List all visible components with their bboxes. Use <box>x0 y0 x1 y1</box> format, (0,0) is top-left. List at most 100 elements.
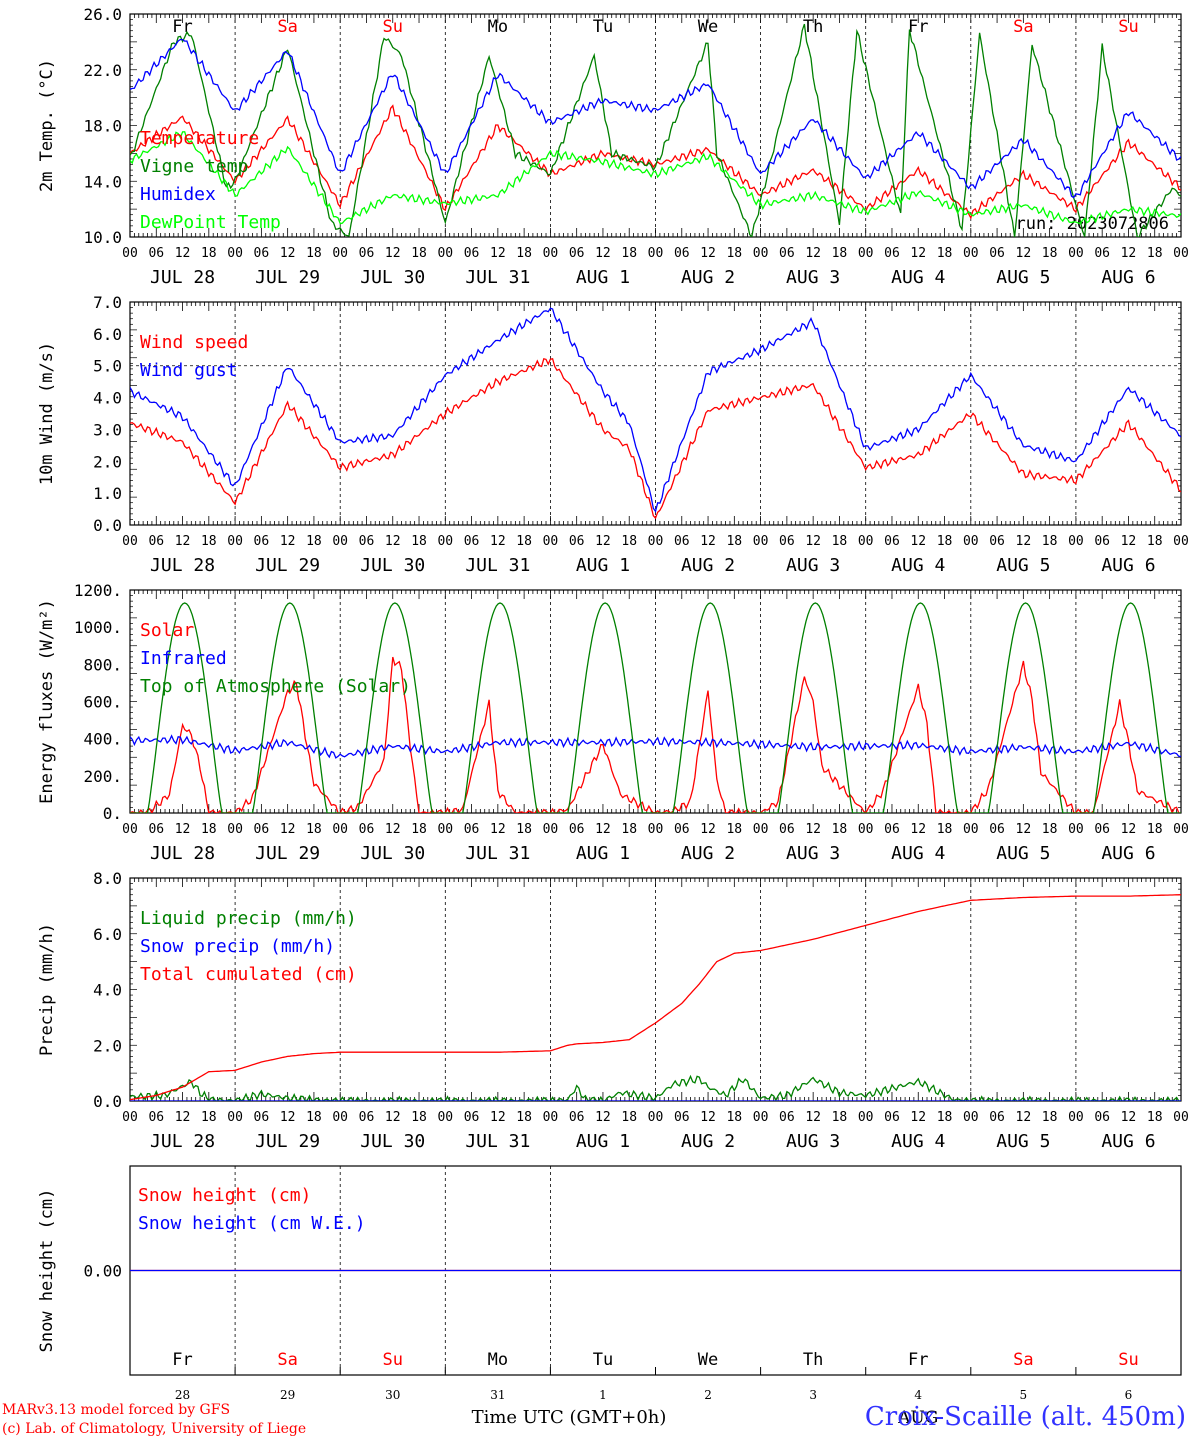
x-hour-label: 06 <box>148 534 164 549</box>
x-hour-label: 06 <box>569 246 585 261</box>
series-line-liquid-precip-mm-h <box>130 1074 1181 1101</box>
legend-entry: Snow height (cm W.E.) <box>138 1213 366 1234</box>
x-date-label: AUG 6 <box>1101 267 1155 288</box>
series-line-top-of-atmosphere-solar <box>130 602 1181 813</box>
y-tick-label: 10.0 <box>83 228 122 247</box>
day-number-label: 4 <box>914 1388 922 1402</box>
x-date-label: JUL 28 <box>150 843 215 864</box>
x-date-label: JUL 31 <box>465 555 530 576</box>
weekday-label: Fr <box>172 17 192 37</box>
x-date-label: AUG 3 <box>786 555 840 576</box>
y-tick-label: 0. <box>103 804 122 823</box>
x-date-label: AUG 3 <box>786 267 840 288</box>
x-hour-label: 18 <box>1147 534 1163 549</box>
x-hour-label: 12 <box>1121 246 1137 261</box>
x-hour-label: 00 <box>1173 1110 1189 1125</box>
x-hour-label: 06 <box>989 1110 1005 1125</box>
x-date-label: AUG 1 <box>576 1131 630 1152</box>
x-date-label: JUL 31 <box>465 1131 530 1152</box>
x-hour-label: 06 <box>989 822 1005 837</box>
x-hour-label: 00 <box>648 822 664 837</box>
x-hour-label: 00 <box>543 534 559 549</box>
series-group <box>130 307 1181 520</box>
x-hour-label: 12 <box>595 246 611 261</box>
weekday-label: Su <box>383 17 403 37</box>
series-line-total-cumulated-cm <box>130 894 1181 1101</box>
x-hour-label: 18 <box>306 534 322 549</box>
x-hour-label: 12 <box>175 246 191 261</box>
x-hour-label: 06 <box>464 1110 480 1125</box>
series-line-infrared <box>130 734 1181 759</box>
x-hour-label: 06 <box>884 534 900 549</box>
x-hour-label: 12 <box>910 246 926 261</box>
x-hour-label: 06 <box>1094 534 1110 549</box>
day-number-label: 6 <box>1125 1388 1133 1402</box>
x-hour-label: 12 <box>700 822 716 837</box>
weekday-label: We <box>698 17 718 37</box>
x-hour-label: 06 <box>569 534 585 549</box>
panel-5: 0.00 Snow height (cm) Snow height (cm) Snow… <box>37 1165 1182 1376</box>
x-hour-label: 00 <box>1068 822 1084 837</box>
x-hour-label: 12 <box>1121 1110 1137 1125</box>
x-hour-label: 18 <box>937 1110 953 1125</box>
x-hour-label: 00 <box>543 1110 559 1125</box>
panel-3: 0. 200. 400. 600. 800. 1000. 1200. Energy fluxe… <box>37 581 1189 864</box>
x-date-label: AUG 6 <box>1101 843 1155 864</box>
x-hour-label: 18 <box>1147 246 1163 261</box>
weekday-label: Su <box>383 1350 403 1370</box>
x-hour-label: 18 <box>621 534 637 549</box>
bottom-time-axis: Fr Sa Su Mo Tu We Th Fr Sa Su 28 29 30 31 1 2 3 4 5 6 AUG Tim… <box>129 1350 1182 1428</box>
x-hour-label: 12 <box>175 1110 191 1125</box>
x-hour-label: 06 <box>989 534 1005 549</box>
series-group <box>130 23 1181 237</box>
series-line-wind-gust <box>130 307 1181 513</box>
y-tick-label: 7.0 <box>93 293 122 312</box>
weekday-label: Th <box>803 17 823 37</box>
x-hour-label: 00 <box>963 1110 979 1125</box>
x-hour-label: 18 <box>306 246 322 261</box>
x-hour-label: 06 <box>674 1110 690 1125</box>
day-number-label: 28 <box>175 1388 190 1402</box>
y-axis-label: 2m Temp. (°C) <box>37 59 57 192</box>
x-hour-label: 06 <box>464 822 480 837</box>
x-hour-label: 18 <box>411 1110 427 1125</box>
y-tick-label: 6.0 <box>93 325 122 344</box>
panel-2: 0.0 1.0 2.0 3.0 4.0 5.0 6.0 7.0 10m Wind (m/s) Wi… <box>37 293 1189 576</box>
y-tick-label: 1.0 <box>93 484 122 503</box>
series-line-wind-speed <box>130 358 1181 520</box>
station-name: Croix-Scaille (alt. 450m) <box>864 1402 1186 1432</box>
x-hour-label: 00 <box>122 246 138 261</box>
x-hour-label: 00 <box>543 246 559 261</box>
x-hour-label: 18 <box>1042 534 1058 549</box>
x-hour-label: 06 <box>359 1110 375 1125</box>
y-tick-label: 600. <box>83 693 122 712</box>
legend-entry: Infrared <box>140 648 227 669</box>
weekday-label: Tu <box>593 17 613 37</box>
x-hour-label: 06 <box>464 246 480 261</box>
x-date-label: AUG 2 <box>681 843 735 864</box>
weekday-label: We <box>698 1350 718 1370</box>
x-hour-label: 00 <box>1068 246 1084 261</box>
x-hour-label: 18 <box>832 246 848 261</box>
legend-entry: Humidex <box>140 184 216 205</box>
legend-entry: Wind speed <box>140 332 248 353</box>
x-hour-label: 06 <box>779 1110 795 1125</box>
x-hour-label: 12 <box>280 822 296 837</box>
x-hour-label: 18 <box>937 534 953 549</box>
x-hour-label: 06 <box>359 534 375 549</box>
day-number-label: 29 <box>280 1388 295 1402</box>
day-number-label: 3 <box>809 1388 817 1402</box>
model-credit: MARv3.13 model forced by GFS <box>2 1402 231 1418</box>
lab-credit: (c) Lab. of Climatology, University of L… <box>2 1421 307 1437</box>
day-number-label: 30 <box>385 1388 400 1402</box>
x-hour-label: 00 <box>1173 246 1189 261</box>
legend-entry: Total cumulated (cm) <box>140 964 357 985</box>
x-hour-label: 18 <box>1147 822 1163 837</box>
x-date-label: AUG 5 <box>996 1131 1050 1152</box>
x-hour-label: 18 <box>516 822 532 837</box>
weekday-label: Mo <box>488 1350 508 1370</box>
plot-frame <box>129 13 1182 238</box>
x-hour-label: 00 <box>753 246 769 261</box>
x-hour-label: 18 <box>937 246 953 261</box>
legend-entry: Temperature <box>140 128 259 149</box>
